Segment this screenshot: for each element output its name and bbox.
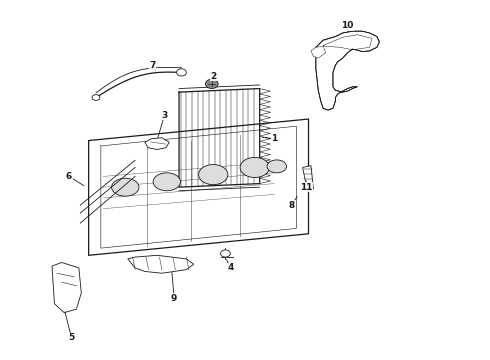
Polygon shape	[303, 166, 314, 192]
Circle shape	[92, 95, 100, 100]
Ellipse shape	[112, 178, 139, 196]
Ellipse shape	[153, 173, 180, 191]
Ellipse shape	[267, 160, 287, 173]
Text: 7: 7	[149, 61, 155, 70]
Polygon shape	[145, 138, 169, 149]
Text: 2: 2	[210, 72, 217, 81]
Text: 11: 11	[300, 183, 312, 192]
Circle shape	[220, 250, 230, 257]
Text: 8: 8	[288, 201, 294, 210]
Ellipse shape	[240, 157, 270, 177]
Polygon shape	[316, 31, 379, 110]
Polygon shape	[52, 262, 81, 313]
Ellipse shape	[198, 165, 228, 185]
Circle shape	[205, 79, 218, 89]
Text: 10: 10	[342, 21, 354, 30]
Polygon shape	[128, 255, 194, 273]
Text: 9: 9	[171, 294, 177, 303]
Text: 1: 1	[271, 134, 277, 143]
Polygon shape	[311, 46, 326, 58]
Circle shape	[176, 69, 186, 76]
Text: 5: 5	[69, 333, 74, 342]
Polygon shape	[179, 89, 260, 187]
Text: 3: 3	[161, 111, 168, 120]
Text: 4: 4	[227, 264, 234, 273]
Text: 6: 6	[66, 172, 72, 181]
Polygon shape	[89, 119, 309, 255]
